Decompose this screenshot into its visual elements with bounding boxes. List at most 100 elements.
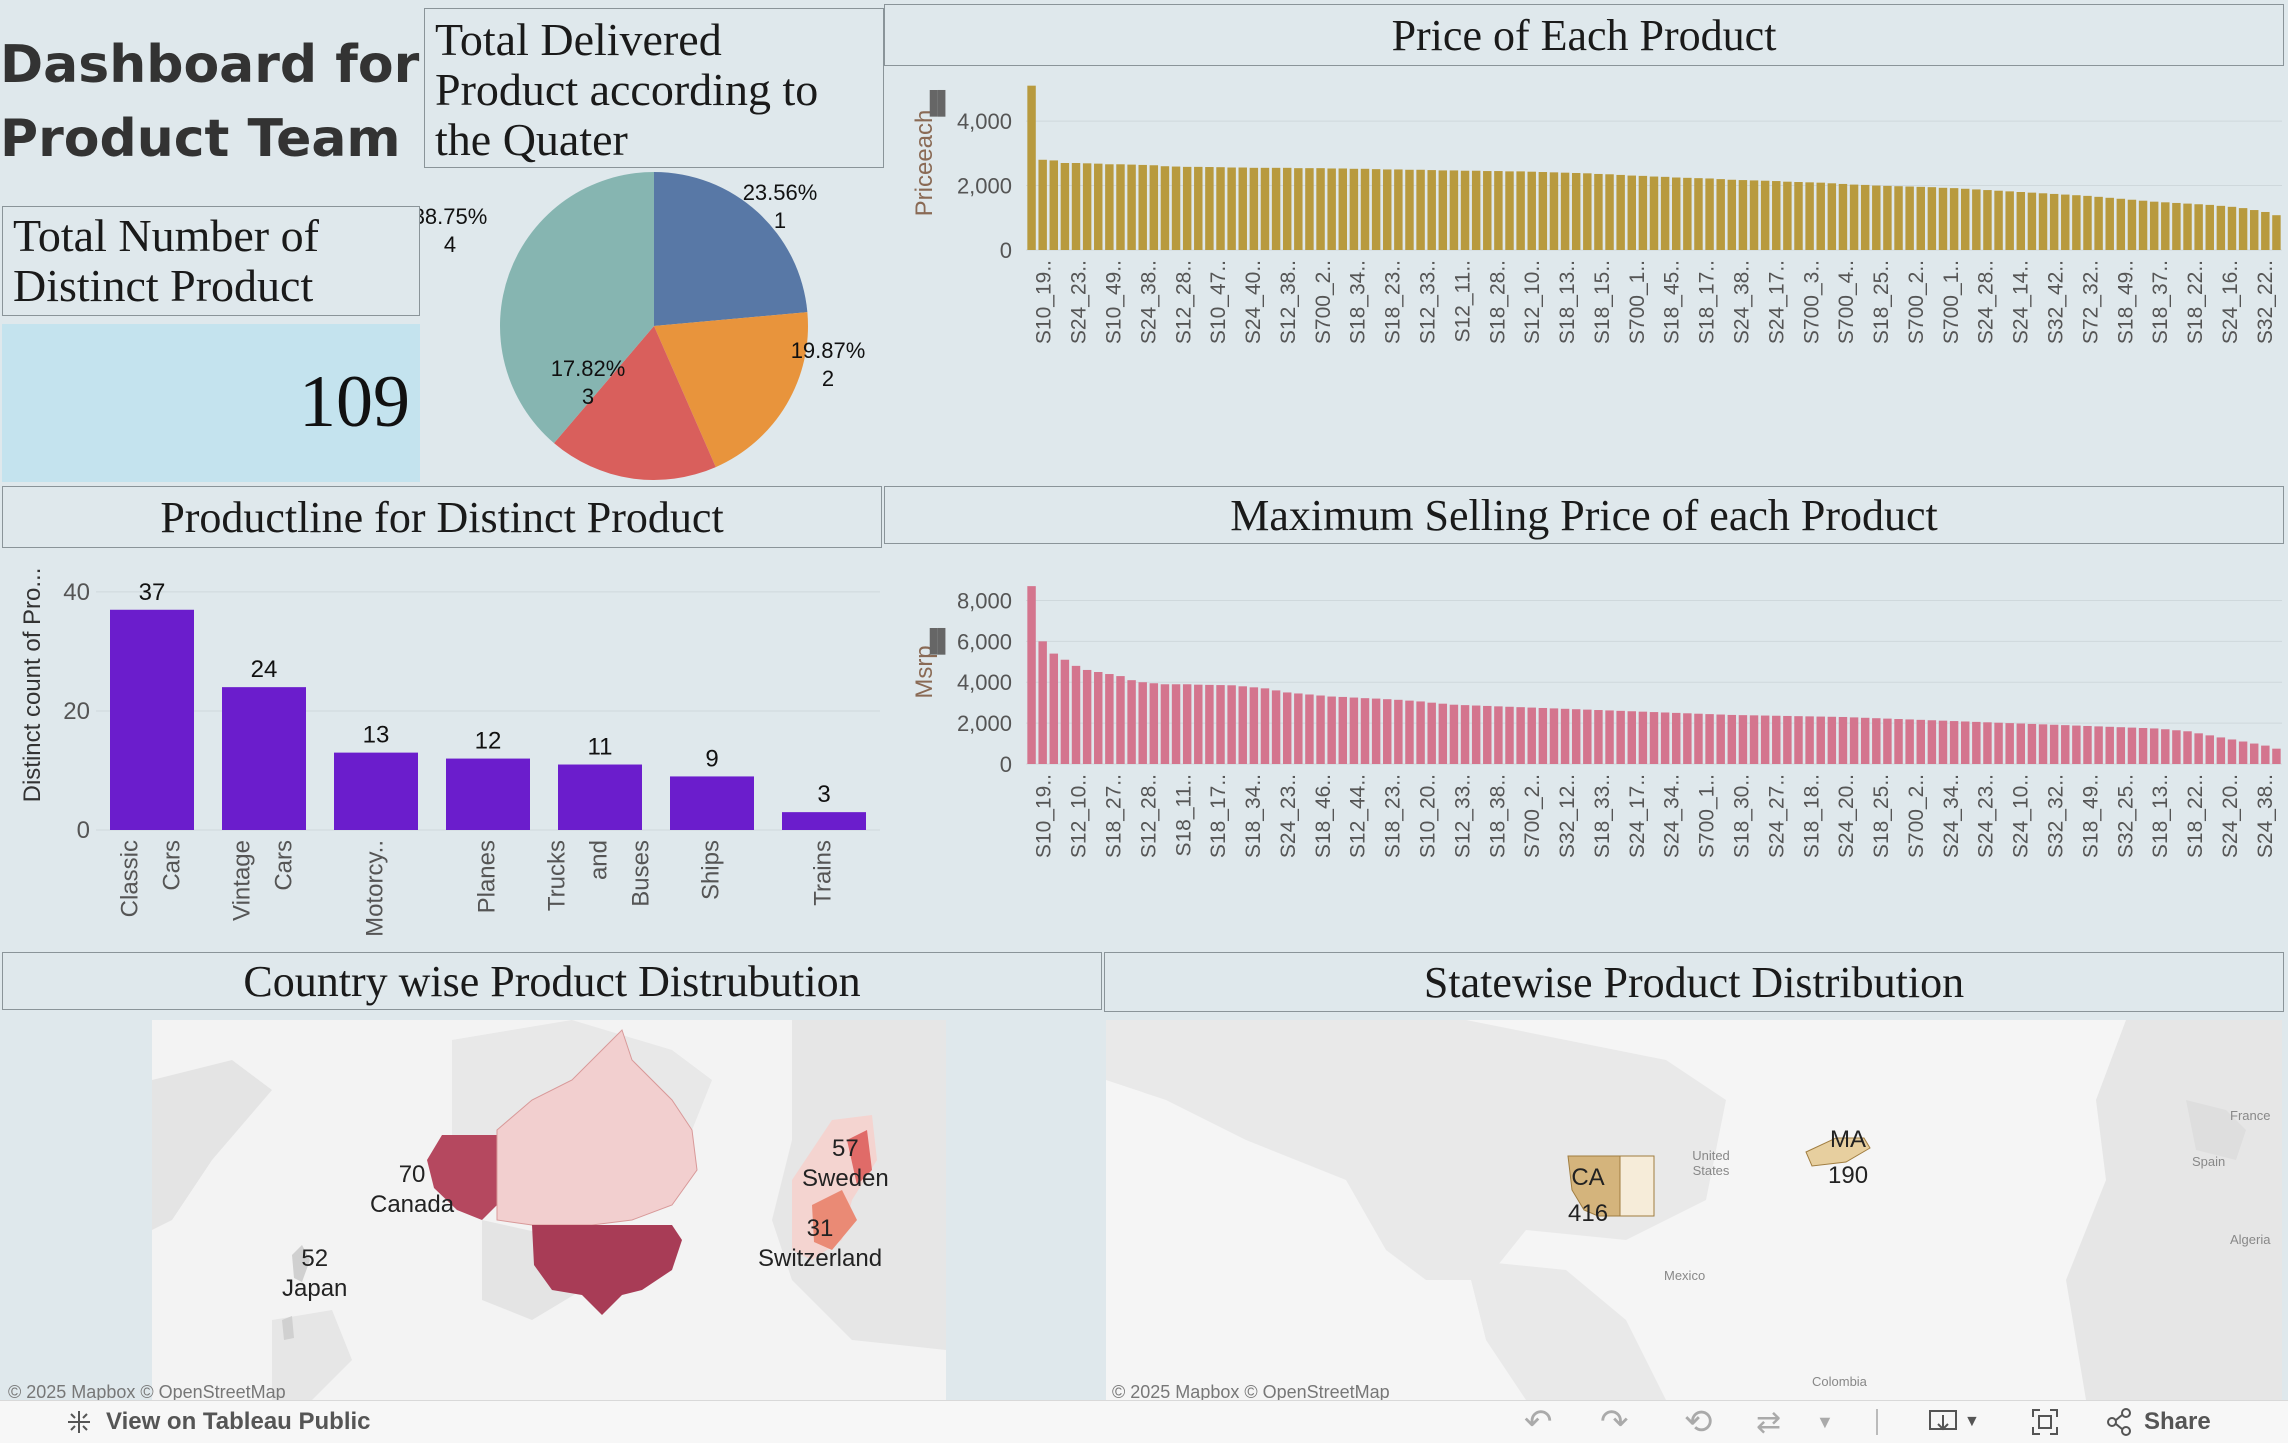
price-chart[interactable]: Priceeach▐▌ 0 2,000 4,000 S10_19.. S24_23.. S1… <box>884 68 2288 484</box>
bar[interactable] <box>1049 653 1059 764</box>
bar[interactable] <box>1049 160 1059 250</box>
bar[interactable] <box>2038 193 2048 250</box>
bar[interactable] <box>1427 170 1436 250</box>
bar[interactable] <box>1227 167 1236 250</box>
bar[interactable] <box>1772 181 1781 250</box>
bar[interactable] <box>1794 716 1803 764</box>
bar[interactable] <box>1672 712 1681 764</box>
bar[interactable] <box>2083 725 2092 764</box>
bar[interactable] <box>1216 685 1225 764</box>
bar[interactable] <box>1738 715 1748 764</box>
bar[interactable] <box>1549 172 1559 250</box>
bar[interactable] <box>1916 719 1925 764</box>
bar[interactable] <box>2183 203 2192 250</box>
bar[interactable] <box>1960 188 1970 250</box>
bar[interactable] <box>1972 189 1981 250</box>
bar[interactable] <box>1694 713 1703 764</box>
kpi-card[interactable]: 109 <box>2 324 420 482</box>
bar[interactable] <box>2005 191 2014 250</box>
bar[interactable] <box>1516 171 1525 250</box>
bar[interactable] <box>1505 171 1514 250</box>
bar[interactable] <box>1527 707 1536 764</box>
bar[interactable] <box>1160 684 1170 764</box>
bar[interactable] <box>1405 700 1414 764</box>
msrp-chart[interactable]: Msrp▐▌ 0 2,000 4,000 6,000 8,000 S10_19.. S12_1… <box>884 546 2288 950</box>
bar[interactable] <box>2216 205 2226 250</box>
bar[interactable] <box>1927 720 1937 764</box>
bar[interactable] <box>1494 171 1503 250</box>
bar[interactable] <box>2105 197 2114 250</box>
bar[interactable] <box>1360 168 1370 250</box>
bar[interactable] <box>1516 707 1525 764</box>
bar[interactable] <box>1816 182 1825 250</box>
refresh-icon[interactable]: ⇄ <box>1756 1405 1782 1439</box>
bar[interactable] <box>1816 716 1825 764</box>
bar[interactable] <box>1460 170 1470 250</box>
pie-slice-q1[interactable] <box>654 172 808 326</box>
bar[interactable] <box>1471 705 1481 764</box>
bar[interactable] <box>1449 170 1459 250</box>
bar[interactable] <box>1738 180 1748 250</box>
bar[interactable] <box>2061 725 2070 764</box>
bar[interactable] <box>1371 169 1381 250</box>
bar[interactable] <box>1027 586 1036 764</box>
revert-icon[interactable]: ⟲ <box>1684 1403 1713 1441</box>
productline-chart[interactable]: Distinct count of Pro... 0 20 40 37 Classic Ca… <box>0 550 884 950</box>
bar[interactable] <box>670 776 754 830</box>
bar[interactable] <box>110 609 194 830</box>
bar[interactable] <box>1416 701 1425 764</box>
bar[interactable] <box>1627 175 1636 250</box>
sort-icon[interactable]: ▐▌ <box>922 627 953 655</box>
bar[interactable] <box>2205 735 2214 764</box>
bar[interactable] <box>1394 699 1403 764</box>
bar[interactable] <box>1038 641 1047 764</box>
bar[interactable] <box>1483 171 1492 250</box>
bar[interactable] <box>1805 182 1814 250</box>
bar[interactable] <box>1616 174 1625 250</box>
bar[interactable] <box>1716 179 1725 250</box>
bar[interactable] <box>1994 190 2003 250</box>
bar[interactable] <box>1227 685 1236 764</box>
bar[interactable] <box>1960 721 1970 764</box>
bar[interactable] <box>1860 717 1870 764</box>
bar[interactable] <box>782 812 866 830</box>
bar[interactable] <box>1649 712 1659 764</box>
bar[interactable] <box>1105 674 1114 764</box>
bar[interactable] <box>1983 722 1992 764</box>
bar[interactable] <box>2049 724 2059 764</box>
bar[interactable] <box>1271 690 1281 764</box>
bar[interactable] <box>222 687 306 830</box>
bar[interactable] <box>2172 730 2181 764</box>
bar[interactable] <box>1205 167 1214 250</box>
bar[interactable] <box>1149 683 1159 764</box>
bar[interactable] <box>1383 699 1392 764</box>
bar[interactable] <box>1760 715 1770 764</box>
bar[interactable] <box>1716 714 1725 764</box>
bar[interactable] <box>2249 743 2259 764</box>
bar[interactable] <box>1727 714 1737 764</box>
bar[interactable] <box>1494 706 1503 764</box>
bar[interactable] <box>2061 194 2070 250</box>
bar[interactable] <box>1805 716 1814 764</box>
bar[interactable] <box>1138 164 1147 250</box>
bar[interactable] <box>1438 170 1448 250</box>
bar[interactable] <box>1627 711 1636 764</box>
bar[interactable] <box>1660 176 1670 250</box>
bar[interactable] <box>1060 163 1070 250</box>
bar[interactable] <box>1094 163 1103 250</box>
bar[interactable] <box>1605 174 1614 250</box>
bar[interactable] <box>1927 187 1937 250</box>
bar[interactable] <box>2138 200 2148 250</box>
bar[interactable] <box>1216 167 1225 250</box>
bar[interactable] <box>2194 204 2203 250</box>
bar[interactable] <box>1594 173 1603 250</box>
bar[interactable] <box>1194 684 1203 764</box>
bar[interactable] <box>2005 723 2014 764</box>
bar[interactable] <box>1471 170 1481 250</box>
bar[interactable] <box>2094 196 2103 250</box>
bar[interactable] <box>1983 190 1992 250</box>
undo-icon[interactable]: ↶ <box>1524 1403 1553 1441</box>
bar[interactable] <box>1182 684 1192 764</box>
bar[interactable] <box>1505 706 1514 764</box>
bar[interactable] <box>1282 692 1292 764</box>
